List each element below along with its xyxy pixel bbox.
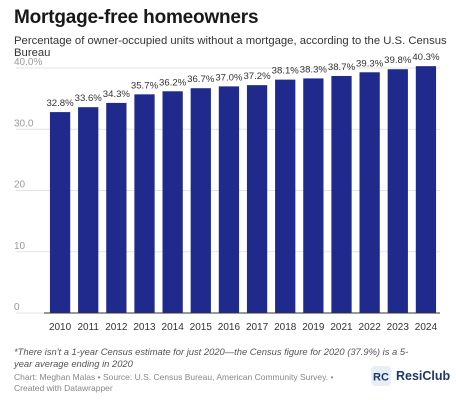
- chart-title: Mortgage-free homeowners: [14, 7, 259, 28]
- y-tick-label: 40.0%: [14, 57, 42, 68]
- data-label: 34.3%: [103, 89, 131, 100]
- data-label: 38.7%: [328, 62, 356, 73]
- bar: [78, 107, 99, 313]
- data-label: 32.8%: [46, 98, 74, 109]
- x-tick-label: 2013: [133, 322, 156, 333]
- data-label: 39.3%: [356, 58, 384, 69]
- chart-credit: Chart: Meghan Malas • Source: U.S. Censu…: [14, 372, 334, 393]
- x-tick-label: 2017: [246, 322, 269, 333]
- x-tick-label: 2022: [359, 322, 382, 333]
- data-label: 35.7%: [131, 80, 159, 91]
- resiclub-logo-icon: RC: [371, 366, 391, 386]
- logo-text: ResiClub: [396, 369, 451, 383]
- data-label: 37.0%: [215, 72, 243, 83]
- x-tick-label: 2018: [274, 322, 297, 333]
- y-tick-label: 0: [14, 302, 20, 313]
- data-label: 38.1%: [272, 66, 300, 77]
- x-tick-label: 2016: [218, 322, 241, 333]
- x-tick-label: 2019: [302, 322, 325, 333]
- bar: [275, 79, 296, 313]
- data-label: 37.2%: [243, 71, 271, 82]
- bar: [303, 78, 324, 313]
- bar: [246, 85, 268, 314]
- data-label: 39.8%: [384, 55, 412, 66]
- x-tick-label: 2015: [190, 322, 213, 333]
- x-tick-label: 2021: [330, 322, 353, 333]
- bar: [49, 112, 71, 313]
- data-label: 40.3%: [412, 52, 440, 63]
- data-label: 33.6%: [75, 93, 103, 104]
- x-tick-label: 2023: [387, 322, 410, 333]
- bar: [331, 75, 352, 314]
- bar-chart: 0 10 20 30.0 40.0% 32.8% 2010 33.6% 2011 34.3% 201…: [14, 52, 440, 333]
- y-tick-label: 10: [14, 241, 26, 252]
- data-label: 36.2%: [159, 77, 187, 88]
- bar: [162, 91, 183, 314]
- data-label: 36.7%: [187, 74, 215, 85]
- x-tick-label: 2012: [105, 322, 128, 333]
- logo-mark-text: RC: [373, 372, 389, 384]
- chart-footnote: *There isn't a 1-year Census estimate fo…: [14, 346, 409, 369]
- bar: [387, 69, 408, 313]
- bar: [415, 66, 437, 313]
- y-tick-label: 30.0: [14, 118, 34, 129]
- bar: [106, 102, 127, 313]
- x-tick-label: 2011: [77, 322, 99, 333]
- y-tick-label: 20: [14, 180, 26, 191]
- x-tick-label: 2014: [162, 322, 185, 333]
- resiclub-logo: RC ResiClub: [370, 365, 450, 387]
- bar: [218, 86, 240, 313]
- bar: [134, 94, 155, 314]
- chart-subtitle: Percentage of owner-occupied units witho…: [14, 35, 447, 59]
- x-tick-label: 2010: [49, 322, 72, 333]
- bar: [359, 72, 380, 313]
- bar: [190, 88, 211, 314]
- x-tick-label: 2024: [415, 322, 438, 333]
- data-label: 38.3%: [300, 64, 328, 75]
